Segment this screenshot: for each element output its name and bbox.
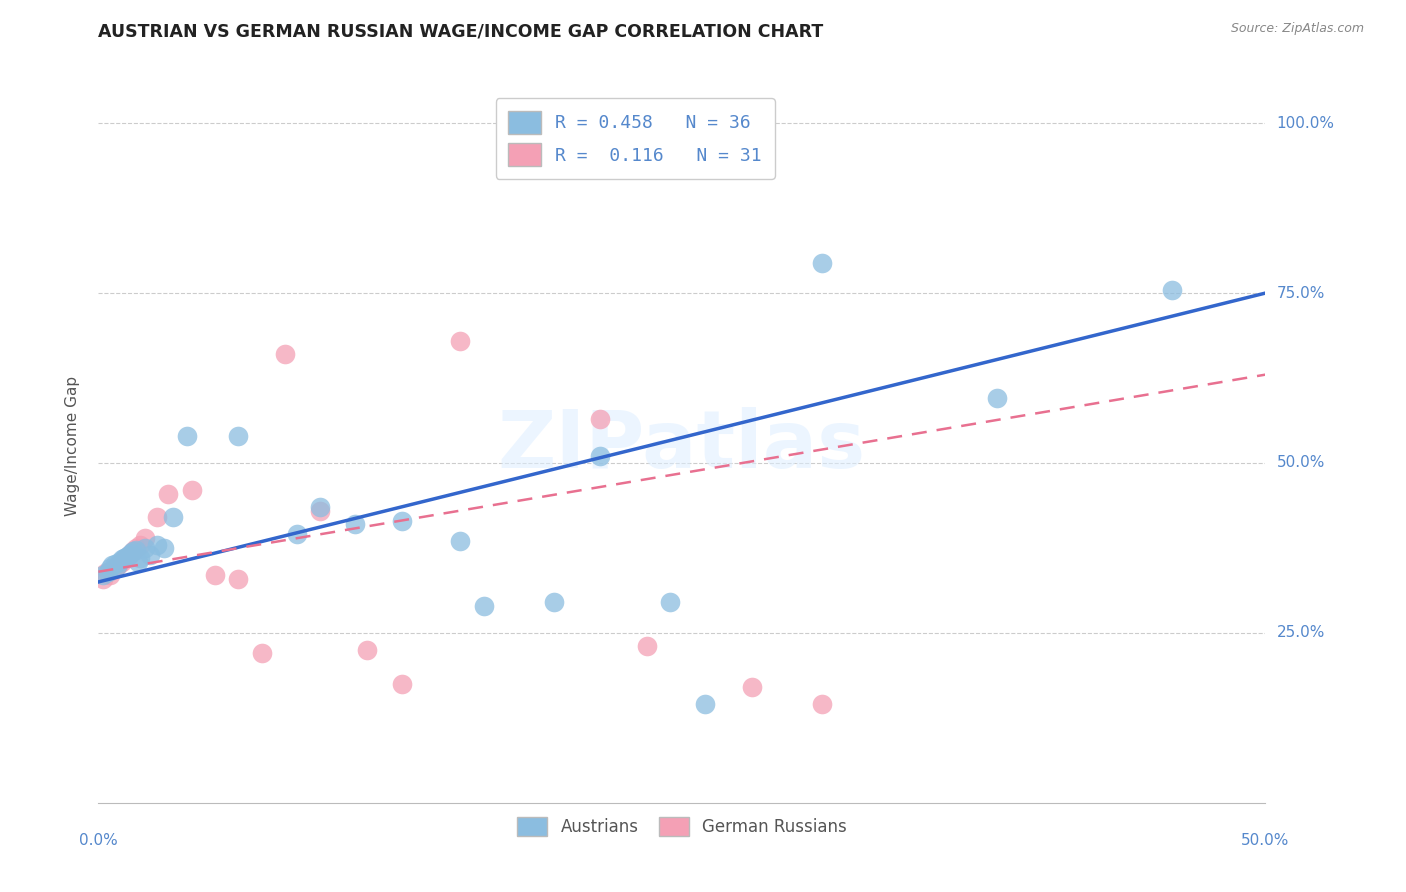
Point [659,595,682,609]
Point [1161,283,1184,297]
Point [589,449,612,463]
Text: Source: ZipAtlas.com: Source: ZipAtlas.com [1230,22,1364,36]
Point [108,557,131,571]
Point [589,412,612,426]
Point [543,595,565,609]
Point [811,698,834,712]
Point [127,555,149,569]
Point [104,561,127,575]
Text: 50.0%: 50.0% [1241,833,1289,848]
Point [118,548,141,562]
Point [356,643,378,657]
Point [112,552,135,566]
Point [162,510,184,524]
Point [176,429,198,443]
Point [105,559,128,574]
Point [98,568,121,582]
Point [129,551,152,566]
Point [741,680,763,694]
Point [122,544,145,558]
Point [636,640,658,654]
Point [91,572,114,586]
Point [122,544,145,558]
Point [285,527,308,541]
Point [108,555,131,569]
Point [180,483,202,498]
Text: 100.0%: 100.0% [1277,116,1334,131]
Point [228,572,250,586]
Point [811,255,834,269]
Point [118,548,141,562]
Point [449,334,471,348]
Point [309,500,332,515]
Point [104,557,127,571]
Point [449,534,471,549]
Point [139,548,162,562]
Point [112,551,135,566]
Point [391,677,413,691]
Text: ZIPatlas: ZIPatlas [498,407,866,485]
Point [309,503,332,517]
Point [97,565,120,579]
Point [134,541,156,555]
Point [152,541,174,555]
Point [146,537,169,551]
Y-axis label: Wage/Income Gap: Wage/Income Gap [65,376,80,516]
Point [204,568,226,582]
Text: AUSTRIAN VS GERMAN RUSSIAN WAGE/INCOME GAP CORRELATION CHART: AUSTRIAN VS GERMAN RUSSIAN WAGE/INCOME G… [98,22,824,40]
Point [146,510,169,524]
Point [228,429,250,443]
Point [472,599,495,613]
Legend: Austrians, German Russians: Austrians, German Russians [509,808,855,845]
Point [115,549,138,564]
Point [986,392,1008,406]
Point [129,537,152,551]
Point [98,561,121,575]
Point [101,558,124,572]
Point [115,551,138,566]
Point [111,555,134,569]
Point [274,347,297,361]
Point [91,568,114,582]
Point [695,698,717,712]
Point [250,646,273,660]
Point [344,517,367,532]
Point [125,541,148,555]
Point [101,563,124,577]
Point [97,565,120,579]
Point [111,552,134,566]
Text: 75.0%: 75.0% [1277,285,1324,301]
Point [125,543,148,558]
Point [134,531,156,545]
Point [105,559,128,574]
Point [391,514,413,528]
Text: 50.0%: 50.0% [1277,456,1324,470]
Text: 25.0%: 25.0% [1277,625,1324,640]
Point [157,486,180,500]
Point [120,546,142,560]
Point [94,566,117,580]
Text: 0.0%: 0.0% [79,833,118,848]
